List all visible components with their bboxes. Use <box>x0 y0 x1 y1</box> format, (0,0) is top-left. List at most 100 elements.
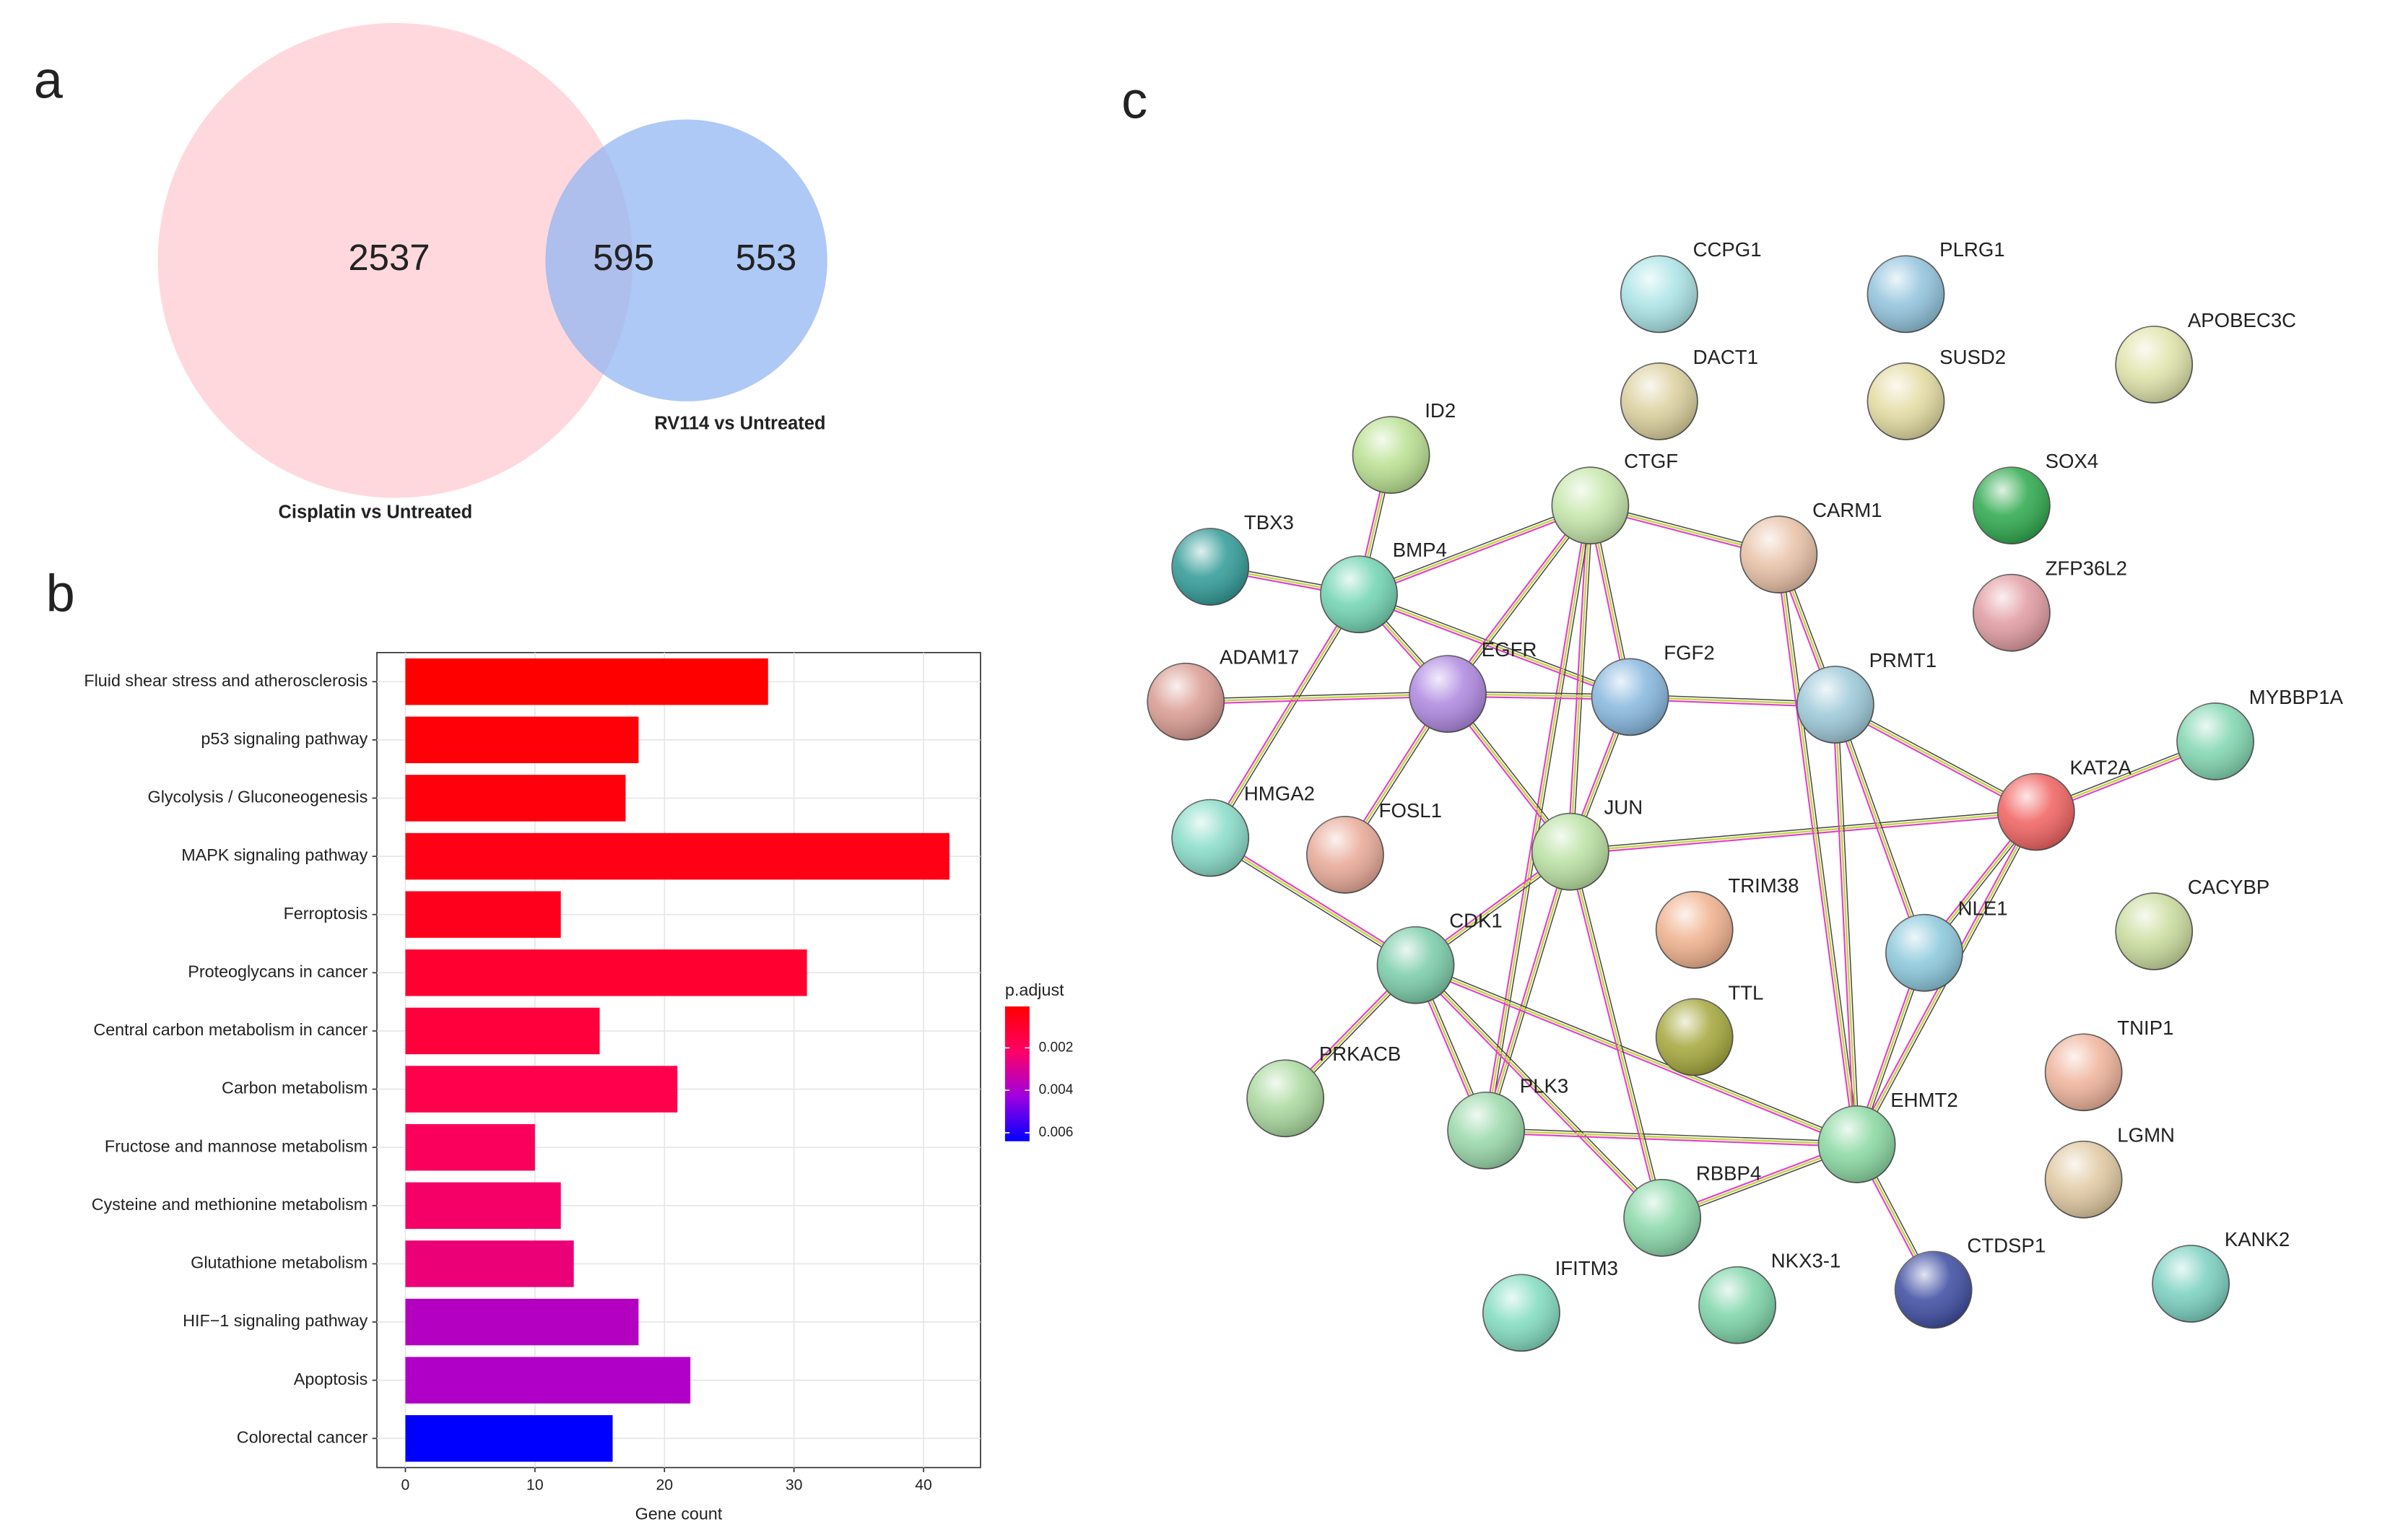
edge <box>1415 964 1664 1219</box>
node-shine <box>1624 1179 1701 1256</box>
node-label: MYBBP1A <box>2249 686 2344 708</box>
edge <box>1358 504 1591 596</box>
node-shine <box>1247 1060 1324 1137</box>
y-tick-label: Glycolysis / Gluconeogenesis <box>148 788 368 806</box>
colorbar-tick-label: 0.006 <box>1039 1125 1074 1140</box>
set-label: RV114 vs Untreated <box>654 413 825 433</box>
edge <box>1486 1129 1857 1146</box>
node-label: CACYBP <box>2188 876 2269 898</box>
edge <box>1212 595 1362 840</box>
node-shine <box>1620 256 1698 333</box>
y-tick-label: Carbon metabolism <box>222 1079 368 1097</box>
node-shine <box>2116 892 2193 970</box>
colorbar-title: p.adjust <box>1005 980 1064 999</box>
node-shine <box>1818 1105 1895 1183</box>
set-circle <box>157 22 633 498</box>
node-shine <box>1172 799 1249 876</box>
edge <box>1449 506 1593 696</box>
node-label: APOBEC3C <box>2188 309 2296 331</box>
bar <box>405 1123 535 1171</box>
node-label: TRIM38 <box>1728 874 1799 897</box>
y-tick-label: Apoptosis <box>294 1370 368 1388</box>
node-shine <box>1377 926 1454 1004</box>
region-count: 2537 <box>348 237 430 278</box>
bar <box>405 1066 678 1113</box>
set-circle <box>545 119 827 401</box>
node-shine <box>1796 666 1874 744</box>
y-tick-label: Glutathione metabolism <box>191 1253 368 1272</box>
node-label: PLK3 <box>1520 1075 1568 1097</box>
node-label: CARM1 <box>1812 499 1882 521</box>
edge <box>1358 593 1631 698</box>
edge <box>1485 851 1572 1131</box>
node-label: SUSD2 <box>1939 346 2006 368</box>
y-tick-label: Proteoglycans in cancer <box>188 962 368 980</box>
bar <box>405 949 807 996</box>
edge <box>1359 507 1592 598</box>
node-label: ZFP36L2 <box>2046 557 2127 580</box>
edge <box>1837 703 1927 952</box>
bar <box>405 775 626 822</box>
edge <box>1186 691 1448 700</box>
node-label: PRMT1 <box>1869 649 1937 671</box>
node-label: FOSL1 <box>1379 799 1442 822</box>
edge <box>1572 505 1594 852</box>
node-label: EHMT2 <box>1890 1089 1957 1111</box>
node-label: RBBP4 <box>1696 1162 1761 1185</box>
y-tick-label: MAPK signaling pathway <box>181 845 368 864</box>
edge <box>1569 505 1591 852</box>
edge <box>1485 1132 1857 1148</box>
node-shine <box>1448 1092 1525 1169</box>
node-shine <box>1699 1266 1776 1344</box>
node-label: NKX3-1 <box>1771 1250 1841 1272</box>
node-label: FGF2 <box>1664 641 1714 664</box>
y-tick-label: Fructose and mannose metabolism <box>105 1136 368 1155</box>
node-shine <box>1656 891 1733 968</box>
node-shine <box>1482 1274 1560 1352</box>
x-tick-label: 10 <box>526 1477 544 1494</box>
edge <box>1832 705 1856 1145</box>
bar <box>405 832 950 880</box>
node-label: TBX3 <box>1244 511 1294 534</box>
colorbar <box>1004 1006 1030 1141</box>
node-shine <box>2045 1141 2122 1218</box>
edge <box>1834 704 1926 954</box>
x-tick-label: 0 <box>401 1477 410 1494</box>
node-label: CTGF <box>1624 450 1678 472</box>
edge <box>1417 962 1665 1217</box>
edge <box>1211 835 1417 964</box>
node-shine <box>2116 326 2193 404</box>
node-label: TTL <box>1728 981 1763 1004</box>
node-shine <box>1147 663 1225 740</box>
panel-label: b <box>46 565 75 623</box>
panel-label: c <box>1121 71 1147 129</box>
edge <box>1207 592 1358 838</box>
y-tick-label: Ferroptosis <box>284 904 368 923</box>
edge <box>1416 962 1859 1143</box>
edge <box>1357 596 1630 700</box>
node-shine <box>1620 362 1698 440</box>
edge <box>1209 839 1415 968</box>
node-shine <box>1973 574 2050 651</box>
edge <box>1359 591 1632 695</box>
node-shine <box>1531 813 1609 890</box>
node-shine <box>1320 556 1398 633</box>
node-shine <box>1352 417 1430 494</box>
edge <box>1832 705 1923 954</box>
node-label: LGMN <box>2117 1124 2175 1147</box>
node-shine <box>1306 816 1383 893</box>
node-shine <box>1172 528 1249 606</box>
colorbar-tick-label: 0.004 <box>1039 1082 1074 1097</box>
node-shine <box>1997 773 2074 851</box>
node-label: NLE1 <box>1958 897 2008 920</box>
edge <box>1837 704 1860 1144</box>
x-axis-label: Gene count <box>635 1505 723 1523</box>
edge <box>1570 813 2037 856</box>
bar <box>405 716 639 764</box>
node-label: ID2 <box>1425 399 1456 422</box>
node-label: PRKACB <box>1319 1043 1401 1065</box>
node-shine <box>1867 256 1944 333</box>
node-label: TNIP1 <box>2117 1017 2173 1039</box>
edge <box>1487 852 1573 1132</box>
edge <box>1567 852 1661 1219</box>
